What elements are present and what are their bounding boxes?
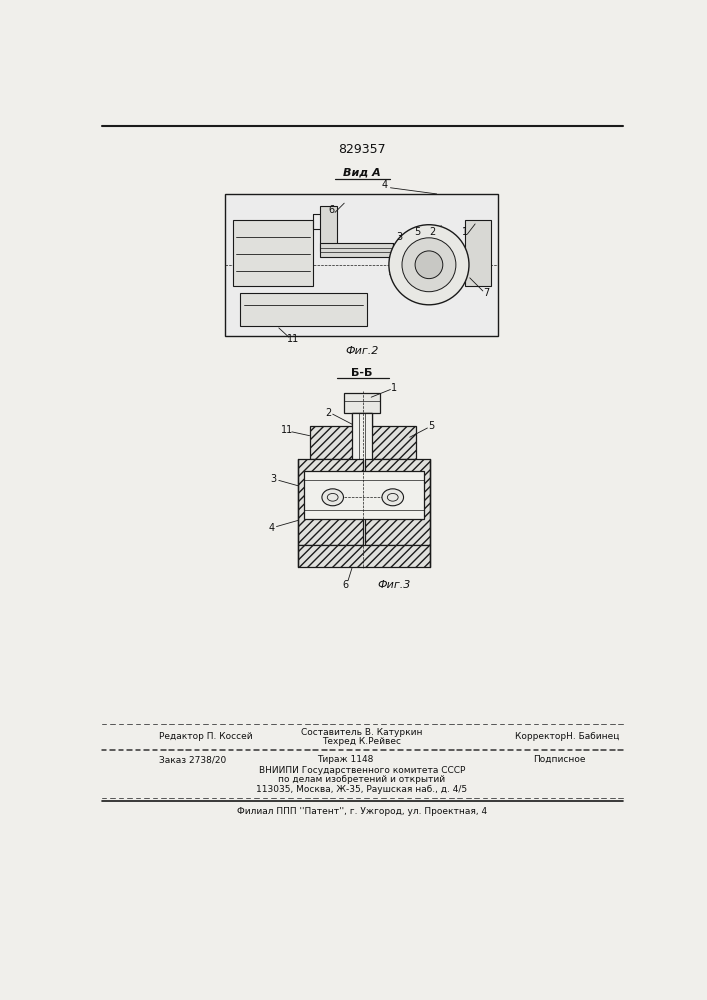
Text: 11: 11 xyxy=(281,425,293,435)
Text: по делам изобретений и открытий: по делам изобретений и открытий xyxy=(279,775,445,784)
Bar xyxy=(298,545,431,567)
Text: 4: 4 xyxy=(269,523,275,533)
Text: 2: 2 xyxy=(326,408,332,418)
Text: 6: 6 xyxy=(343,580,349,590)
Bar xyxy=(365,459,431,545)
Bar xyxy=(225,194,498,336)
Text: 4: 4 xyxy=(382,180,388,190)
Text: Филиал ППП ''Патент'', г. Ужгород, ул. Проектная, 4: Филиал ППП ''Патент'', г. Ужгород, ул. П… xyxy=(237,807,487,816)
Bar xyxy=(320,206,337,251)
Text: 3: 3 xyxy=(397,232,403,242)
Text: ВНИИПИ Государственного комитета СССР: ВНИИПИ Государственного комитета СССР xyxy=(259,766,465,775)
Circle shape xyxy=(402,238,456,292)
Text: 5: 5 xyxy=(414,227,421,237)
Text: Тираж 1148: Тираж 1148 xyxy=(317,755,374,764)
Bar xyxy=(320,243,393,257)
Text: Фиг.3: Фиг.3 xyxy=(378,580,411,590)
Circle shape xyxy=(415,251,443,279)
Text: 1: 1 xyxy=(390,383,397,393)
Bar xyxy=(465,220,491,286)
Text: 5: 5 xyxy=(428,421,434,431)
Bar xyxy=(233,220,313,286)
Text: 11: 11 xyxy=(286,334,299,344)
Text: 829357: 829357 xyxy=(338,143,386,156)
Bar xyxy=(344,393,380,413)
Bar xyxy=(310,426,354,459)
Bar xyxy=(352,413,372,440)
Text: 3: 3 xyxy=(270,474,276,484)
Text: Составитель В. Катуркин: Составитель В. Катуркин xyxy=(301,728,423,737)
Text: 113035, Москва, Ж-35, Раушская наб., д. 4/5: 113035, Москва, Ж-35, Раушская наб., д. … xyxy=(257,785,467,794)
Bar xyxy=(240,293,368,326)
Text: Редактор П. Коссей: Редактор П. Коссей xyxy=(160,732,253,741)
Ellipse shape xyxy=(322,489,344,506)
Text: 6: 6 xyxy=(329,205,335,215)
Bar xyxy=(304,471,424,519)
Text: Подписное: Подписное xyxy=(533,755,585,764)
Circle shape xyxy=(389,225,469,305)
Text: Техред К.Рейвес: Техред К.Рейвес xyxy=(322,737,402,746)
Text: 7: 7 xyxy=(483,288,489,298)
Text: КорректорН. Бабинец: КорректорН. Бабинец xyxy=(515,732,620,741)
Bar xyxy=(371,426,416,459)
Text: Б-Б: Б-Б xyxy=(351,368,373,378)
Ellipse shape xyxy=(382,489,404,506)
Bar xyxy=(298,459,363,545)
Text: Вид А: Вид А xyxy=(343,167,381,177)
Text: 1: 1 xyxy=(462,227,468,237)
Text: Фиг.2: Фиг.2 xyxy=(345,346,379,356)
Text: 2: 2 xyxy=(429,227,435,237)
Bar xyxy=(352,413,372,473)
Text: Заказ 2738/20: Заказ 2738/20 xyxy=(160,755,227,764)
